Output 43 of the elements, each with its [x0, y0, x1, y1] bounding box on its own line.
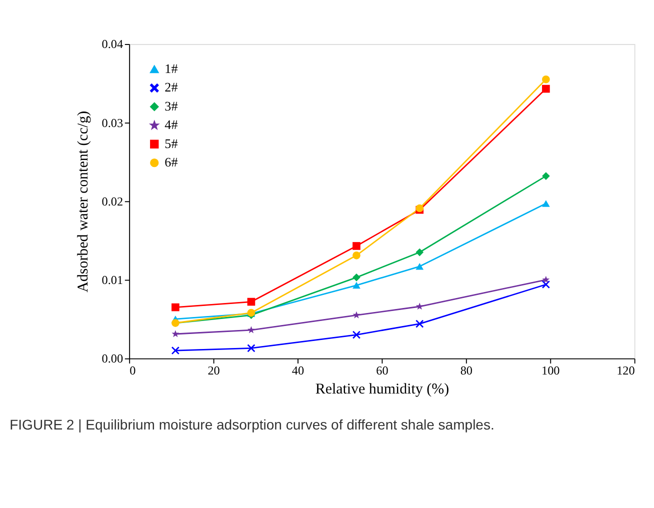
point — [416, 263, 424, 270]
point — [247, 298, 256, 306]
point — [247, 344, 256, 352]
point — [352, 282, 360, 289]
point — [542, 280, 550, 288]
y-tick-label: 0.01 — [102, 272, 124, 287]
point — [352, 330, 360, 339]
legend-label: 6# — [164, 154, 178, 170]
point — [416, 302, 424, 310]
point — [352, 242, 360, 250]
legend-label: 4# — [164, 117, 178, 132]
x-tick-label: 20 — [208, 364, 220, 378]
point — [416, 320, 424, 328]
point — [542, 75, 550, 84]
x-tick-label: 120 — [616, 364, 635, 378]
point — [416, 248, 424, 256]
y-tick-label: 0.03 — [102, 116, 124, 130]
point — [172, 330, 180, 338]
point — [542, 84, 550, 93]
x-tick-label: 0 — [130, 364, 136, 378]
point — [542, 276, 550, 283]
y-tick-label: 0.02 — [102, 194, 124, 208]
point — [172, 303, 180, 312]
legend-label: 5# — [164, 136, 178, 151]
legend-label: 2# — [164, 80, 178, 95]
x-tick-label: 60 — [376, 364, 388, 378]
x-tick-label: 100 — [541, 364, 560, 378]
point — [542, 200, 550, 207]
y-tick-label: 0.04 — [102, 37, 124, 52]
caption: FIGURE 2 | Equilibrium moisture adsorption curves of different shale samples. — [10, 416, 494, 432]
legend-label: 1# — [164, 61, 178, 76]
point — [542, 172, 550, 180]
x-tick-label: 80 — [460, 364, 472, 378]
y-tick-label: 0.00 — [102, 352, 124, 366]
point — [352, 311, 360, 318]
point — [352, 274, 360, 282]
point — [247, 326, 255, 334]
x-tick-label: 40 — [292, 364, 304, 378]
point — [172, 346, 180, 354]
point — [352, 252, 360, 260]
x-axis-title: Relative humidity (%) — [315, 381, 450, 398]
y-axis-title: Adsorbed water content (cc/g) — [76, 110, 92, 292]
legend-label: 3# — [164, 98, 178, 114]
